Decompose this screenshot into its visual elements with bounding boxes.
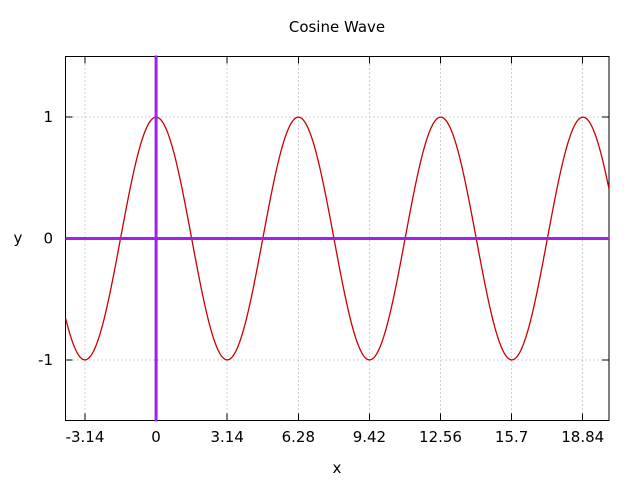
- x-tick-label: 12.56: [419, 428, 462, 446]
- x-tick-label: 3.14: [210, 428, 243, 446]
- x-axis-label: x: [332, 459, 342, 477]
- x-tick-label: 9.42: [353, 428, 386, 446]
- y-tick-label: -1: [38, 351, 53, 369]
- x-tick-label: 15.7: [495, 428, 528, 446]
- y-tick-label: 0: [43, 230, 53, 248]
- x-tick-label: 18.84: [561, 428, 604, 446]
- x-tick-label: 6.28: [282, 428, 315, 446]
- y-axis-label: y: [13, 229, 23, 247]
- x-tick-label: -3.14: [66, 428, 105, 446]
- chart-title: Cosine Wave: [288, 18, 386, 36]
- x-tick-label: 0: [151, 428, 161, 446]
- y-tick-label: 1: [43, 108, 53, 126]
